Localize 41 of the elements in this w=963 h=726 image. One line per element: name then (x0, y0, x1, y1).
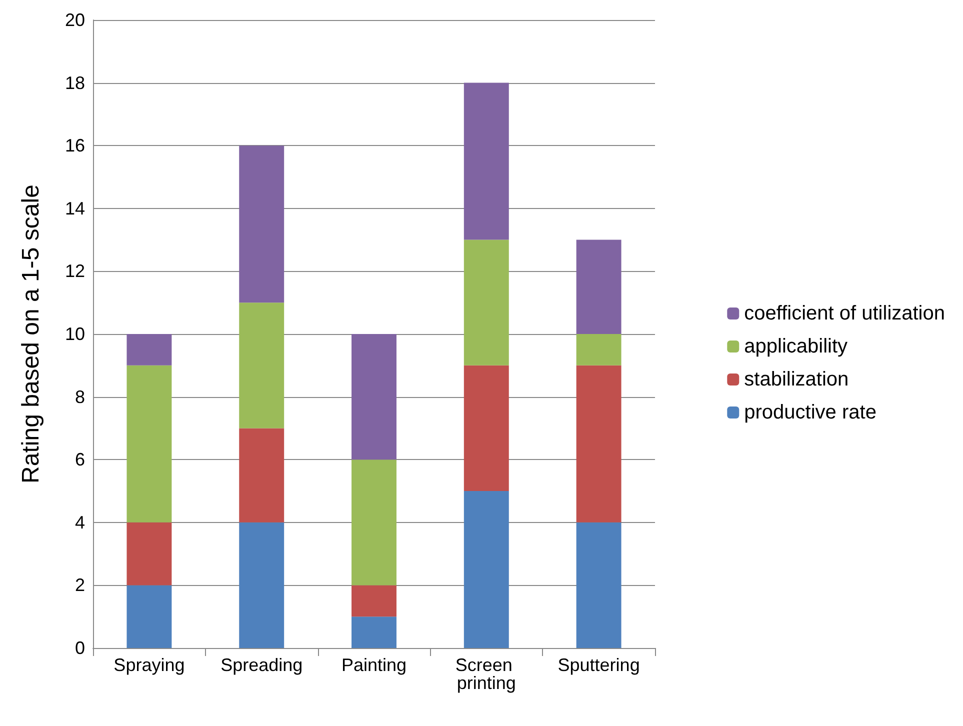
y-tick-label: 10 (64, 324, 85, 344)
bar (126, 585, 172, 648)
legend-label: coefficient of utilization (744, 302, 945, 324)
y-tick-label: 6 (74, 450, 85, 470)
bar (464, 365, 509, 491)
y-tick-label: 4 (74, 512, 85, 532)
bar (239, 522, 284, 648)
bar (352, 616, 396, 648)
bar (352, 460, 396, 586)
bar (464, 491, 509, 648)
bar (126, 334, 172, 366)
legend-label: productive rate (744, 402, 876, 424)
x-tick-label: Sputtering (558, 655, 640, 675)
bar (239, 146, 284, 303)
bar (576, 334, 622, 366)
bar (576, 365, 622, 522)
bar (352, 334, 396, 460)
bar (239, 302, 284, 428)
bar (576, 240, 622, 334)
x-tick-label: Screen printing (455, 655, 518, 693)
x-tick-label: Painting (341, 655, 407, 675)
y-tick-label: 2 (74, 575, 85, 596)
bar (239, 428, 284, 522)
x-tick-label: Spraying (114, 655, 185, 675)
x-tick-label: Spreading (220, 655, 303, 675)
y-tick-label: 12 (64, 261, 85, 282)
y-tick-label: 20 (64, 10, 85, 30)
legend-label: stabilization (744, 368, 849, 390)
y-tick-label: 0 (74, 638, 85, 658)
y-axis-title: Rating based on a 1-5 scale (18, 184, 44, 484)
y-tick-label: 18 (64, 72, 85, 93)
y-tick-label: 16 (64, 136, 85, 156)
y-tick-label: 14 (64, 198, 85, 218)
bar (352, 585, 396, 617)
bar (126, 365, 172, 522)
bar (576, 522, 622, 648)
bar (464, 240, 509, 366)
bar (126, 522, 172, 586)
legend-label: applicability (744, 336, 848, 358)
bar (464, 82, 509, 240)
y-tick-label: 8 (74, 386, 85, 407)
